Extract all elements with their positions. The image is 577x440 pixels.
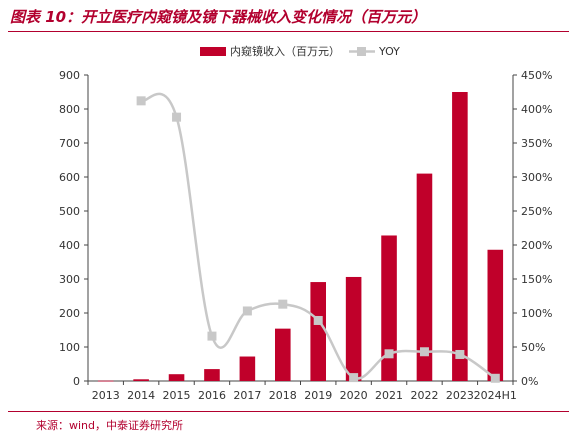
x-tick-label: 2023 [446, 389, 474, 402]
y-right-tick-label: 0% [521, 375, 538, 388]
bar-2023 [452, 92, 468, 381]
y-left-tick-label: 800 [59, 103, 80, 116]
title-divider [8, 31, 569, 32]
y-left-tick-label: 200 [59, 307, 80, 320]
y-left-tick-label: 100 [59, 341, 80, 354]
y-right-tick-label: 50% [521, 341, 545, 354]
y-left-tick-label: 500 [59, 205, 80, 218]
y-right-tick-label: 450% [521, 69, 552, 82]
bar-2017 [239, 356, 256, 381]
yoy-point-2020 [349, 373, 359, 383]
yoy-point-2014 [136, 96, 146, 106]
bar-series [97, 92, 504, 382]
bar-2020 [345, 276, 362, 381]
bar-2024H1 [487, 249, 504, 381]
x-tick-label: 2014 [127, 389, 155, 402]
y-right-tick-label: 300% [521, 171, 552, 184]
x-tick-label: 2017 [233, 389, 261, 402]
axes: 0 100 200 300 400 500 600 700 800 900 0% 50% 100% 150… [59, 69, 552, 402]
x-tick-label: 2022 [410, 389, 438, 402]
source-note: 来源：wind，中泰证券研究所 [36, 419, 184, 432]
legend-label-yoy: YOY [378, 45, 400, 58]
x-tick-label: 2019 [304, 389, 332, 402]
y-left-tick-label: 900 [59, 69, 80, 82]
yoy-point-2016 [207, 331, 217, 341]
bar-2018 [275, 328, 291, 381]
bar-2016 [204, 369, 220, 381]
x-tick-label: 2021 [375, 389, 403, 402]
y-right-tick-label: 200% [521, 239, 552, 252]
bar-2013 [97, 380, 114, 382]
y-left-tick-label: 400 [59, 239, 80, 252]
bar-2021 [381, 235, 397, 381]
x-tick-label: 2020 [340, 389, 368, 402]
y-left-tick-label: 300 [59, 273, 80, 286]
bar-2015 [168, 374, 185, 381]
bar-2022 [416, 173, 433, 381]
legend-swatch-revenue [200, 47, 226, 56]
yoy-point-2019 [313, 315, 323, 325]
y-left-tick-label: 600 [59, 171, 80, 184]
yoy-series [136, 92, 500, 383]
yoy-point-2018 [278, 299, 288, 309]
yoy-point-2022 [419, 347, 429, 357]
legend-label-revenue: 内窥镜收入（百万元） [230, 44, 340, 58]
x-tick-label: 2015 [163, 389, 191, 402]
x-tick-label: 2013 [92, 389, 120, 402]
y-left-tick-label: 700 [59, 137, 80, 150]
y-right-tick-label: 250% [521, 205, 552, 218]
legend: 内窥镜收入（百万元） YOY [200, 44, 400, 58]
bar-2014 [133, 379, 149, 381]
figure-title: 图表 10：开立医疗内窥镜及镜下器械收入变化情况（百万元） [10, 8, 427, 26]
yoy-point-2017 [242, 306, 252, 316]
y-right-tick-label: 100% [521, 307, 552, 320]
yoy-point-2024H1 [490, 373, 500, 383]
source-divider [8, 411, 569, 412]
y-left-tick-label: 0 [73, 375, 80, 388]
x-tick-label: 2018 [269, 389, 297, 402]
legend-marker-yoy [357, 47, 366, 56]
x-tick-label: 2016 [198, 389, 226, 402]
yoy-point-2021 [384, 349, 394, 359]
yoy-point-2015 [172, 112, 182, 122]
y-right-tick-label: 400% [521, 103, 552, 116]
yoy-point-2023 [455, 349, 465, 359]
y-right-tick-label: 350% [521, 137, 552, 150]
bar-2019 [310, 282, 326, 381]
x-tick-label: 2024H1 [474, 389, 517, 402]
y-right-tick-label: 150% [521, 273, 552, 286]
